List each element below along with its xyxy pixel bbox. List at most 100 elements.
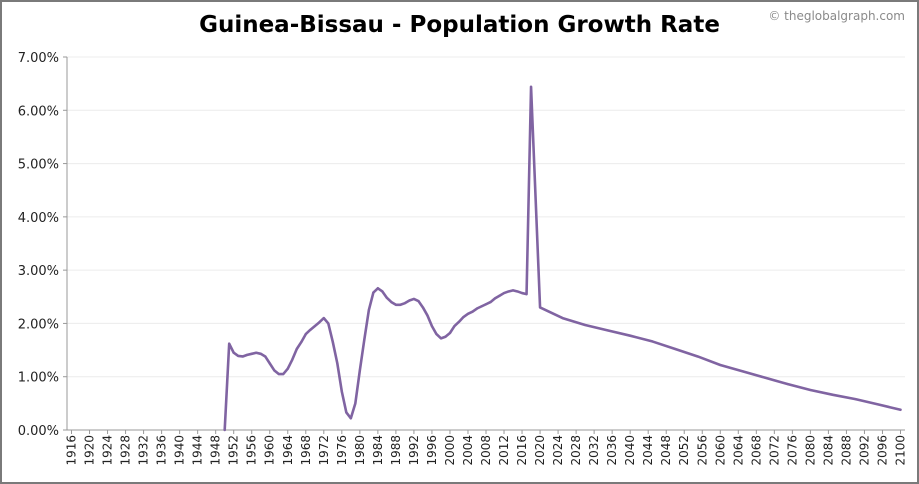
y-tick-label: 3.00% <box>18 264 59 279</box>
data-point <box>448 331 452 335</box>
x-tick-label: 2064 <box>731 435 745 466</box>
data-point <box>435 332 438 336</box>
data-point <box>286 367 289 370</box>
data-point <box>439 337 443 340</box>
x-tick-label: 2044 <box>641 435 655 466</box>
data-point <box>606 329 609 332</box>
x-tick-label: 2052 <box>677 435 691 466</box>
x-tick-label: 1992 <box>407 435 421 466</box>
x-tick-label: 1940 <box>173 435 187 466</box>
data-point <box>390 301 393 304</box>
data-point <box>228 342 231 345</box>
data-point <box>264 355 267 358</box>
y-tick-label: 1.00% <box>18 371 59 386</box>
data-point <box>529 85 533 88</box>
y-tick-label: 2.00% <box>18 317 59 332</box>
data-point <box>223 428 226 432</box>
y-tick-label: 6.00% <box>18 104 59 119</box>
x-tick-label: 2060 <box>713 435 727 466</box>
data-point <box>629 334 632 337</box>
x-tick-label: 2056 <box>695 435 709 466</box>
data-point <box>430 324 434 328</box>
x-axis-tick-labels: 1916 1920 1924 1928 1932 1936 1940 1944 1948 1952… <box>65 435 908 466</box>
y-tick-label: 4.00% <box>18 211 59 226</box>
data-point <box>457 320 461 323</box>
data-point <box>403 302 407 305</box>
data-point <box>511 289 515 292</box>
x-tick-label: 1988 <box>389 435 403 466</box>
data-point <box>520 291 524 295</box>
data-point <box>480 305 483 308</box>
x-tick-label: 1980 <box>353 435 367 466</box>
x-tick-label: 1984 <box>371 435 385 466</box>
series-group <box>223 85 902 432</box>
x-tick-label: 1928 <box>119 435 133 466</box>
data-point <box>525 293 528 296</box>
data-point <box>719 363 722 367</box>
data-point <box>291 358 294 361</box>
x-tick-label: 1924 <box>101 435 115 466</box>
data-point <box>336 362 339 365</box>
data-point <box>831 393 835 396</box>
data-point <box>300 340 303 344</box>
x-tick-label: 1952 <box>227 435 241 466</box>
gridlines <box>67 56 905 378</box>
data-point <box>507 290 510 293</box>
x-tick-label: 1916 <box>65 435 79 466</box>
series-line-0 <box>223 85 902 432</box>
data-point <box>232 351 235 354</box>
x-tick-label: 2000 <box>443 435 457 466</box>
x-tick-label: 2096 <box>875 435 889 466</box>
data-point <box>741 370 744 373</box>
data-point <box>421 306 425 309</box>
x-tick-label: 1976 <box>335 435 349 466</box>
data-point <box>345 411 348 414</box>
x-tick-label: 2072 <box>767 435 781 466</box>
x-tick-label: 2084 <box>821 435 835 466</box>
x-tick-label: 1956 <box>245 435 259 466</box>
data-point <box>484 303 488 306</box>
x-tick-label: 2036 <box>605 435 619 466</box>
data-point <box>696 355 699 358</box>
data-point <box>412 297 416 301</box>
x-tick-label: 2100 <box>893 435 907 466</box>
x-tick-label: 1996 <box>425 435 439 466</box>
data-point <box>471 310 474 313</box>
x-tick-label: 2028 <box>569 435 583 466</box>
data-point <box>561 317 564 320</box>
credit-text: © theglobalgraph.com <box>768 9 905 23</box>
x-tick-label: 2008 <box>479 435 493 466</box>
data-point <box>331 340 334 344</box>
data-point <box>255 351 258 354</box>
data-point <box>426 314 429 317</box>
data-point <box>282 372 285 376</box>
data-point <box>462 315 465 319</box>
x-tick-label: 2080 <box>803 435 817 466</box>
data-point <box>376 287 379 290</box>
data-point <box>309 328 312 331</box>
data-point <box>237 354 240 358</box>
data-point <box>381 290 384 293</box>
x-tick-label: 2004 <box>461 435 475 466</box>
x-tick-label: 1948 <box>209 435 223 466</box>
x-tick-label: 2012 <box>497 435 511 466</box>
x-tick-label: 2088 <box>839 435 853 466</box>
data-point <box>502 291 506 295</box>
data-point <box>277 372 280 376</box>
data-point <box>349 417 352 420</box>
data-point <box>340 390 343 393</box>
x-tick-label: 2068 <box>749 435 763 466</box>
data-point <box>417 299 420 303</box>
data-point <box>354 402 357 405</box>
x-tick-label: 1920 <box>83 435 97 466</box>
data-point <box>453 324 456 328</box>
data-point <box>241 355 244 358</box>
data-point <box>651 340 654 343</box>
y-tick-label: 0.00% <box>18 424 59 439</box>
y-axis-tick-labels: 0.00% 1.00% 2.00% 3.00% 4.00% 5.00% 6.00% 7.00% <box>18 51 59 439</box>
data-point <box>295 347 298 351</box>
data-point <box>250 352 253 355</box>
data-point <box>764 376 767 379</box>
